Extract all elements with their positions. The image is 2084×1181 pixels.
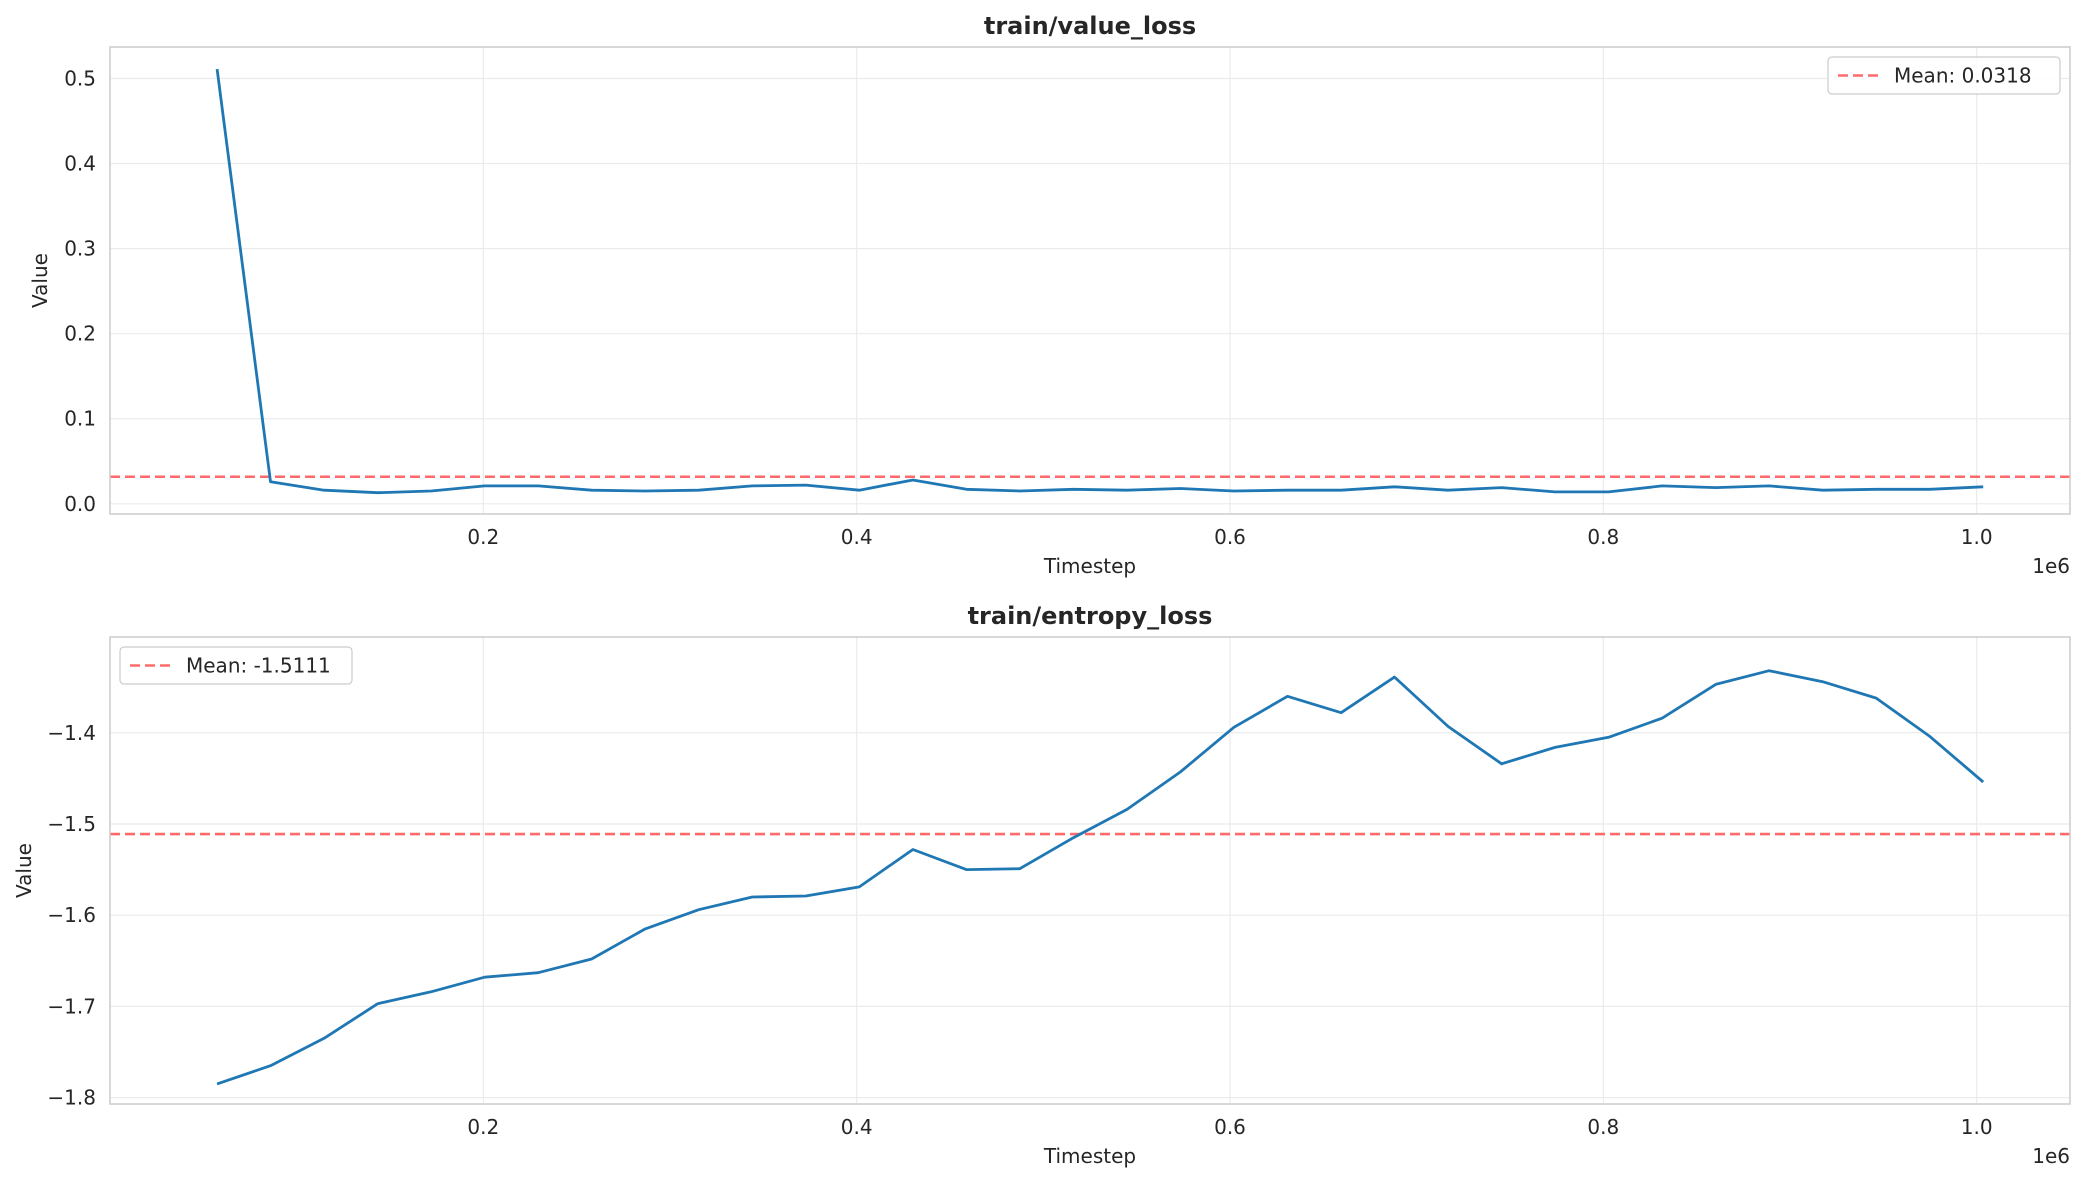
y-tick-label: 0.2 <box>64 322 96 346</box>
series-line <box>216 669 1985 1086</box>
grid <box>110 47 2070 514</box>
chart-title: train/value_loss <box>984 12 1196 40</box>
y-tick-label: 0.5 <box>64 66 96 90</box>
y-tick-label: 0.4 <box>64 152 96 176</box>
x-axis-label: Timestep <box>1043 554 1136 578</box>
series-line <box>215 68 1984 495</box>
x-axis-offset-label: 1e6 <box>2032 554 2070 578</box>
ticks: 0.2 0.4 0.6 0.8 1.0 −1.4 −1.5 −1.6 −1.7 −1.8 <box>47 721 1992 1139</box>
x-tick-label: 0.8 <box>1587 1115 1619 1139</box>
y-axis-label: Value <box>28 253 52 308</box>
plot-frame <box>109 46 2071 515</box>
chart-title: train/entropy_loss <box>968 602 1213 630</box>
x-tick-label: 0.2 <box>467 1115 499 1139</box>
x-tick-label: 0.6 <box>1214 525 1246 549</box>
x-tick-label: 0.4 <box>841 1115 873 1139</box>
y-tick-label: 0.1 <box>64 407 96 431</box>
plot-frame <box>109 636 2071 1105</box>
y-tick-label: −1.8 <box>47 1086 96 1110</box>
value-loss-subplot: 0.2 0.4 0.6 0.8 1.0 0.0 0.1 0.2 0.3 0.4 0.5 train/… <box>28 12 2071 578</box>
y-tick-label: −1.5 <box>47 812 96 836</box>
x-tick-label: 0.4 <box>841 525 873 549</box>
ticks: 0.2 0.4 0.6 0.8 1.0 0.0 0.1 0.2 0.3 0.4 0.5 <box>64 66 1992 549</box>
legend-label: Mean: -1.5111 <box>186 654 331 678</box>
legend-box <box>1827 56 2061 95</box>
legend: Mean: -1.5111 <box>119 646 353 685</box>
y-axis-label: Value <box>12 843 36 898</box>
grid <box>110 637 2070 1104</box>
plot-area <box>110 637 2070 1104</box>
x-axis-offset-label: 1e6 <box>2032 1144 2070 1168</box>
y-tick-label: 0.0 <box>64 492 96 516</box>
entropy-loss-subplot: 0.2 0.4 0.6 0.8 1.0 −1.4 −1.5 −1.6 −1.7 −1.8 trai… <box>12 602 2071 1168</box>
plot-area <box>110 47 2070 514</box>
y-tick-label: −1.7 <box>47 994 96 1018</box>
legend: Mean: 0.0318 <box>1827 56 2061 95</box>
x-tick-label: 0.6 <box>1214 1115 1246 1139</box>
x-tick-label: 1.0 <box>1961 1115 1993 1139</box>
x-tick-label: 1.0 <box>1961 525 1993 549</box>
legend-label: Mean: 0.0318 <box>1894 64 2032 88</box>
y-tick-label: −1.4 <box>47 721 96 745</box>
y-tick-label: −1.6 <box>47 903 96 927</box>
y-tick-label: 0.3 <box>64 237 96 261</box>
legend-box <box>119 646 353 685</box>
x-axis-label: Timestep <box>1043 1144 1136 1168</box>
x-tick-label: 0.2 <box>467 525 499 549</box>
x-tick-label: 0.8 <box>1587 525 1619 549</box>
